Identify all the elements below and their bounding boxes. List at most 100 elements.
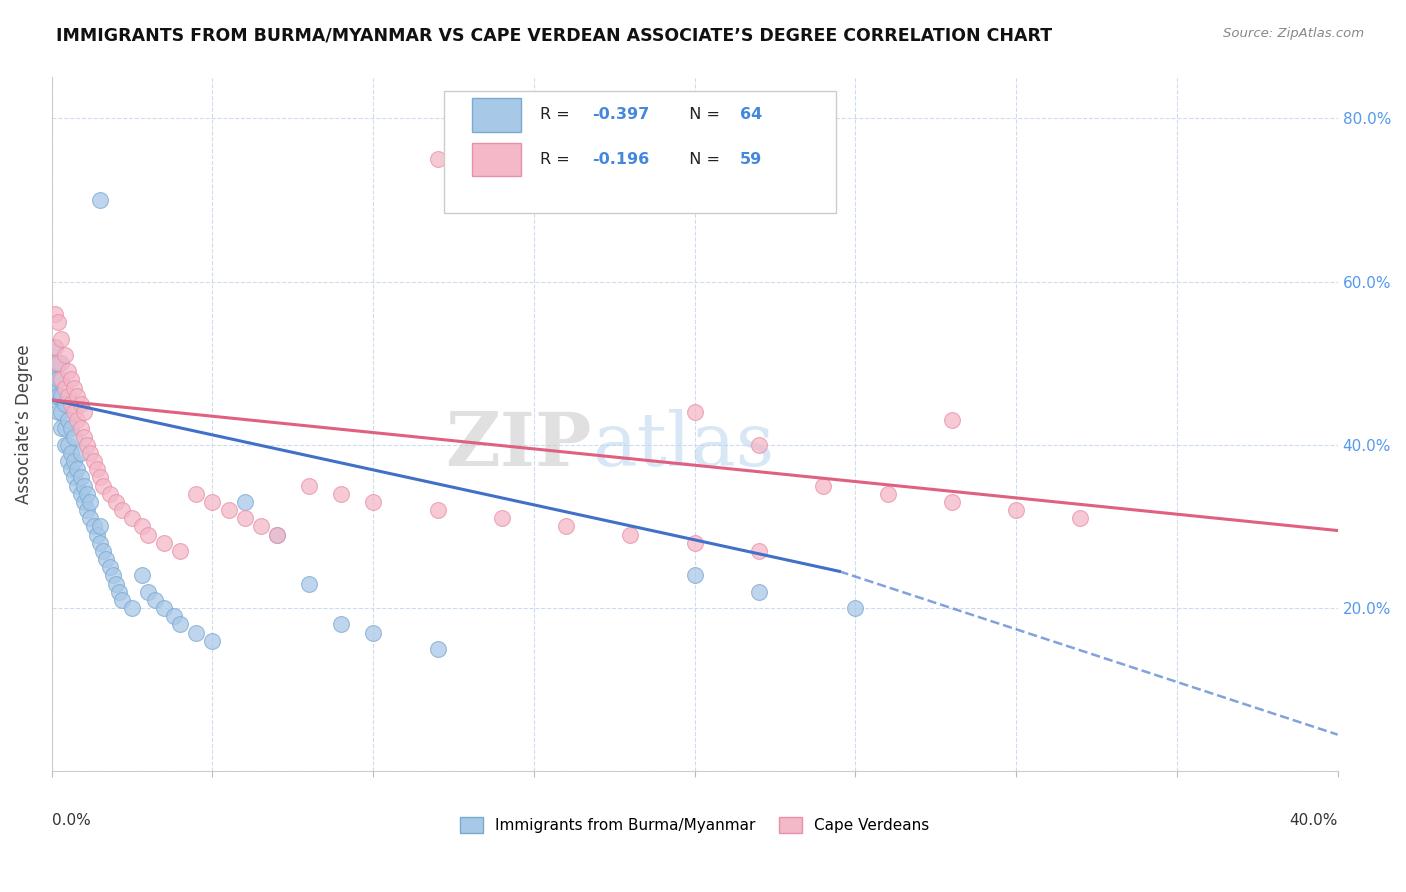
Point xyxy=(63,430,86,444)
Point xyxy=(56,438,79,452)
FancyBboxPatch shape xyxy=(472,98,522,131)
Point xyxy=(186,487,208,501)
Point xyxy=(201,633,224,648)
Point xyxy=(105,495,128,509)
Point xyxy=(876,487,898,501)
Point xyxy=(44,356,66,370)
Point xyxy=(1005,503,1028,517)
Point xyxy=(79,446,101,460)
Legend: Immigrants from Burma/Myanmar, Cape Verdeans: Immigrants from Burma/Myanmar, Cape Verd… xyxy=(460,817,929,833)
Point xyxy=(66,389,89,403)
Point xyxy=(53,421,76,435)
Point xyxy=(426,152,449,166)
Text: Source: ZipAtlas.com: Source: ZipAtlas.com xyxy=(1223,27,1364,40)
Text: R =: R = xyxy=(540,107,575,122)
Point xyxy=(941,413,963,427)
Point xyxy=(683,405,706,419)
Point xyxy=(169,617,191,632)
Point xyxy=(86,462,108,476)
Point xyxy=(60,421,83,435)
Y-axis label: Associate’s Degree: Associate’s Degree xyxy=(15,344,32,504)
Point xyxy=(298,478,321,492)
Text: atlas: atlas xyxy=(592,409,773,482)
Point xyxy=(361,495,384,509)
Point xyxy=(44,389,66,403)
Point xyxy=(136,527,159,541)
Point xyxy=(60,372,83,386)
FancyBboxPatch shape xyxy=(472,143,522,176)
Point xyxy=(96,552,118,566)
Point xyxy=(153,535,176,549)
Text: N =: N = xyxy=(679,152,725,167)
Point xyxy=(89,519,111,533)
Point xyxy=(111,593,134,607)
Point xyxy=(111,503,134,517)
Point xyxy=(69,446,91,460)
Point xyxy=(748,584,770,599)
Point xyxy=(46,315,69,329)
Point xyxy=(51,389,73,403)
Point xyxy=(53,381,76,395)
Point xyxy=(63,454,86,468)
Point xyxy=(76,438,98,452)
Point xyxy=(44,340,66,354)
Point xyxy=(69,487,91,501)
Point xyxy=(136,584,159,599)
Text: R =: R = xyxy=(540,152,575,167)
Point xyxy=(69,470,91,484)
FancyBboxPatch shape xyxy=(444,91,837,213)
Point xyxy=(73,478,96,492)
Point xyxy=(46,356,69,370)
Point xyxy=(76,487,98,501)
Point xyxy=(844,601,866,615)
Text: 59: 59 xyxy=(740,152,762,167)
Point xyxy=(163,609,186,624)
Text: -0.196: -0.196 xyxy=(592,152,650,167)
Point xyxy=(51,356,73,370)
Point xyxy=(73,430,96,444)
Point xyxy=(218,503,240,517)
Point xyxy=(56,413,79,427)
Point xyxy=(73,495,96,509)
Point xyxy=(79,511,101,525)
Point xyxy=(748,438,770,452)
Point xyxy=(89,535,111,549)
Point xyxy=(98,560,121,574)
Point xyxy=(201,495,224,509)
Point xyxy=(51,372,73,386)
Point xyxy=(73,405,96,419)
Text: N =: N = xyxy=(679,107,725,122)
Point xyxy=(86,527,108,541)
Point xyxy=(83,454,105,468)
Point xyxy=(46,372,69,386)
Point xyxy=(46,405,69,419)
Point xyxy=(266,527,288,541)
Point xyxy=(683,568,706,582)
Point xyxy=(44,340,66,354)
Point xyxy=(266,527,288,541)
Text: 64: 64 xyxy=(740,107,762,122)
Point xyxy=(153,601,176,615)
Point xyxy=(56,389,79,403)
Point xyxy=(683,535,706,549)
Point xyxy=(121,601,143,615)
Point xyxy=(79,495,101,509)
Text: 0.0%: 0.0% xyxy=(52,813,90,828)
Point xyxy=(186,625,208,640)
Point xyxy=(69,397,91,411)
Point xyxy=(89,470,111,484)
Point xyxy=(51,405,73,419)
Point xyxy=(105,576,128,591)
Point xyxy=(63,405,86,419)
Point xyxy=(361,625,384,640)
Point xyxy=(1069,511,1091,525)
Text: 40.0%: 40.0% xyxy=(1289,813,1337,828)
Point xyxy=(66,462,89,476)
Point xyxy=(330,487,353,501)
Point xyxy=(60,462,83,476)
Point xyxy=(491,511,513,525)
Point xyxy=(813,478,835,492)
Point xyxy=(555,519,578,533)
Point xyxy=(131,519,153,533)
Point xyxy=(60,397,83,411)
